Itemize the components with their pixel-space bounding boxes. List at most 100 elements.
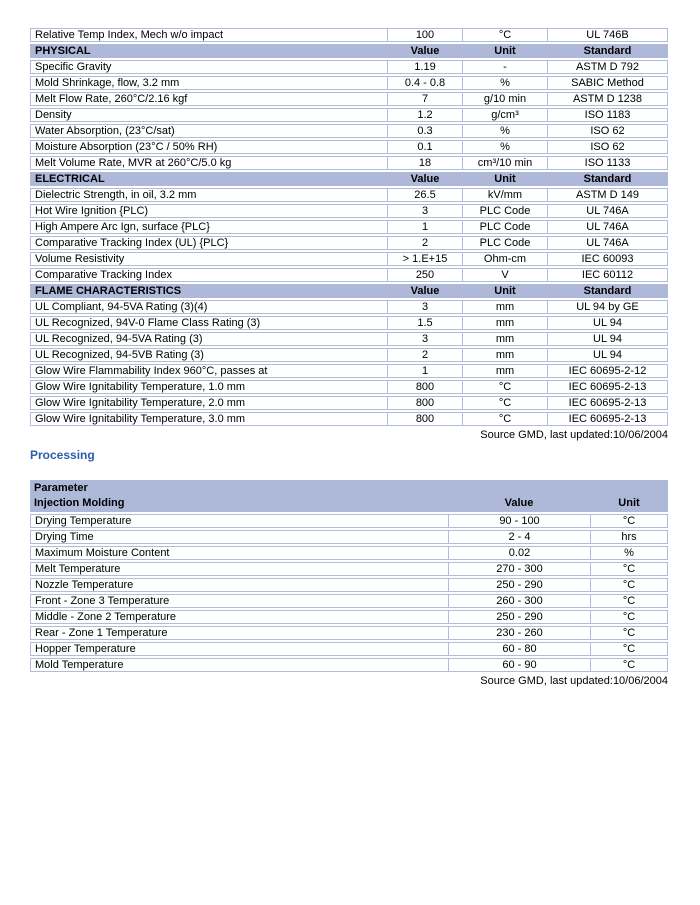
property-cell: Density <box>30 108 387 122</box>
property-cell: Relative Temp Index, Mech w/o impact <box>30 28 387 42</box>
unit-cell: °C <box>590 642 668 656</box>
unit-cell: V <box>462 268 547 282</box>
parameter-cell: Rear - Zone 1 Temperature <box>30 626 448 640</box>
table-row: Melt Temperature 270 - 300 °C <box>30 562 668 576</box>
processing-column-headers: Injection Molding Value Unit <box>30 496 668 512</box>
table-row: Comparative Tracking Index 250 V IEC 601… <box>30 268 668 282</box>
table-row: Melt Flow Rate, 260°C/2.16 kgf 7 g/10 mi… <box>30 92 668 106</box>
parameter-cell: Melt Temperature <box>30 562 448 576</box>
column-header-value: Value <box>387 44 462 58</box>
table-row: Comparative Tracking Index (UL) {PLC} 2 … <box>30 236 668 250</box>
table-row: Water Absorption, (23°C/sat) 0.3 % ISO 6… <box>30 124 668 138</box>
source-note: Source GMD, last updated:10/06/2004 <box>480 429 668 441</box>
unit-cell: °C <box>590 562 668 576</box>
column-header-value: Value <box>387 172 462 186</box>
section-header-row-electrical: ELECTRICAL Value Unit Standard <box>30 172 668 186</box>
value-cell: 3 <box>387 204 462 218</box>
property-cell: Specific Gravity <box>30 60 387 74</box>
unit-cell: cm³/10 min <box>462 156 547 170</box>
table-row: UL Compliant, 94-5VA Rating (3)(4) 3 mm … <box>30 300 668 314</box>
section-header-row-physical: PHYSICAL Value Unit Standard <box>30 44 668 58</box>
unit-cell: % <box>590 546 668 560</box>
value-cell: 7 <box>387 92 462 106</box>
parameter-cell: Hopper Temperature <box>30 642 448 656</box>
table-row: Dielectric Strength, in oil, 3.2 mm 26.5… <box>30 188 668 202</box>
standard-cell: ASTM D 792 <box>547 60 668 74</box>
standard-cell: ISO 62 <box>547 124 668 138</box>
value-cell: 1 <box>387 364 462 378</box>
column-header-unit: Unit <box>462 44 547 58</box>
standard-cell: UL 746A <box>547 236 668 250</box>
property-cell: UL Recognized, 94-5VA Rating (3) <box>30 332 387 346</box>
property-cell: Glow Wire Flammability Index 960°C, pass… <box>30 364 387 378</box>
parameter-cell: Mold Temperature <box>30 658 448 672</box>
table-row: Front - Zone 3 Temperature 260 - 300 °C <box>30 594 668 608</box>
property-cell: UL Recognized, 94-5VB Rating (3) <box>30 348 387 362</box>
standard-cell: IEC 60695-2-13 <box>547 380 668 394</box>
value-cell: 2 <box>387 236 462 250</box>
property-cell: High Ampere Arc Ign, surface {PLC} <box>30 220 387 234</box>
property-cell: Comparative Tracking Index <box>30 268 387 282</box>
column-header-unit: Unit <box>462 284 547 298</box>
value-cell: 3 <box>387 300 462 314</box>
unit-cell: hrs <box>590 530 668 544</box>
unit-cell: °C <box>590 626 668 640</box>
unit-cell: % <box>462 124 547 138</box>
standard-cell: ISO 1183 <box>547 108 668 122</box>
value-cell: 800 <box>387 412 462 426</box>
unit-cell: PLC Code <box>462 220 547 234</box>
parameter-cell: Nozzle Temperature <box>30 578 448 592</box>
unit-cell: °C <box>590 610 668 624</box>
property-cell: Glow Wire Ignitability Temperature, 2.0 … <box>30 396 387 410</box>
unit-cell: PLC Code <box>462 204 547 218</box>
table-row: UL Recognized, 94V-0 Flame Class Rating … <box>30 316 668 330</box>
unit-cell: PLC Code <box>462 236 547 250</box>
column-header-standard: Standard <box>547 44 668 58</box>
value-cell: 0.3 <box>387 124 462 138</box>
property-cell: Mold Shrinkage, flow, 3.2 mm <box>30 76 387 90</box>
standard-cell: ISO 1133 <box>547 156 668 170</box>
section-header-row-flame: FLAME CHARACTERISTICS Value Unit Standar… <box>30 284 668 298</box>
parameter-group-label: Parameter <box>34 482 88 494</box>
standard-cell: UL 94 by GE <box>547 300 668 314</box>
unit-cell: mm <box>462 332 547 346</box>
table-row: Volume Resistivity > 1.E+15 Ohm-cm IEC 6… <box>30 252 668 266</box>
value-cell: 230 - 260 <box>448 626 590 640</box>
value-cell: 1.2 <box>387 108 462 122</box>
value-cell: 60 - 90 <box>448 658 590 672</box>
parameter-cell: Drying Temperature <box>30 514 448 528</box>
table-row: Specific Gravity 1.19 - ASTM D 792 <box>30 60 668 74</box>
value-cell: 3 <box>387 332 462 346</box>
table-row: Glow Wire Flammability Index 960°C, pass… <box>30 364 668 378</box>
value-cell: 0.1 <box>387 140 462 154</box>
property-cell: UL Compliant, 94-5VA Rating (3)(4) <box>30 300 387 314</box>
standard-cell: UL 746A <box>547 220 668 234</box>
value-cell: 1.5 <box>387 316 462 330</box>
value-cell: 1.19 <box>387 60 462 74</box>
column-header-unit: Unit <box>618 497 640 509</box>
standard-cell: IEC 60695-2-13 <box>547 412 668 426</box>
parameter-cell: Drying Time <box>30 530 448 544</box>
table-row: Glow Wire Ignitability Temperature, 2.0 … <box>30 396 668 410</box>
value-cell: 250 - 290 <box>448 610 590 624</box>
source-note: Source GMD, last updated:10/06/2004 <box>480 675 668 687</box>
unit-cell: °C <box>462 396 547 410</box>
property-cell: Comparative Tracking Index (UL) {PLC} <box>30 236 387 250</box>
standard-cell: IEC 60695-2-12 <box>547 364 668 378</box>
unit-cell: °C <box>590 658 668 672</box>
value-cell: 100 <box>387 28 462 42</box>
table-row: Mold Temperature 60 - 90 °C <box>30 658 668 672</box>
property-cell: UL Recognized, 94V-0 Flame Class Rating … <box>30 316 387 330</box>
table-row: Hopper Temperature 60 - 80 °C <box>30 642 668 656</box>
value-cell: 250 - 290 <box>448 578 590 592</box>
standard-cell: IEC 60093 <box>547 252 668 266</box>
property-cell: Hot Wire Ignition {PLC) <box>30 204 387 218</box>
table-row: UL Recognized, 94-5VA Rating (3) 3 mm UL… <box>30 332 668 346</box>
unit-cell: °C <box>462 28 547 42</box>
table-row: Glow Wire Ignitability Temperature, 3.0 … <box>30 412 668 426</box>
property-cell: Melt Volume Rate, MVR at 260°C/5.0 kg <box>30 156 387 170</box>
unit-cell: g/10 min <box>462 92 547 106</box>
unit-cell: mm <box>462 364 547 378</box>
value-cell: 18 <box>387 156 462 170</box>
datasheet-page: Relative Temp Index, Mech w/o impact 100… <box>30 28 668 687</box>
